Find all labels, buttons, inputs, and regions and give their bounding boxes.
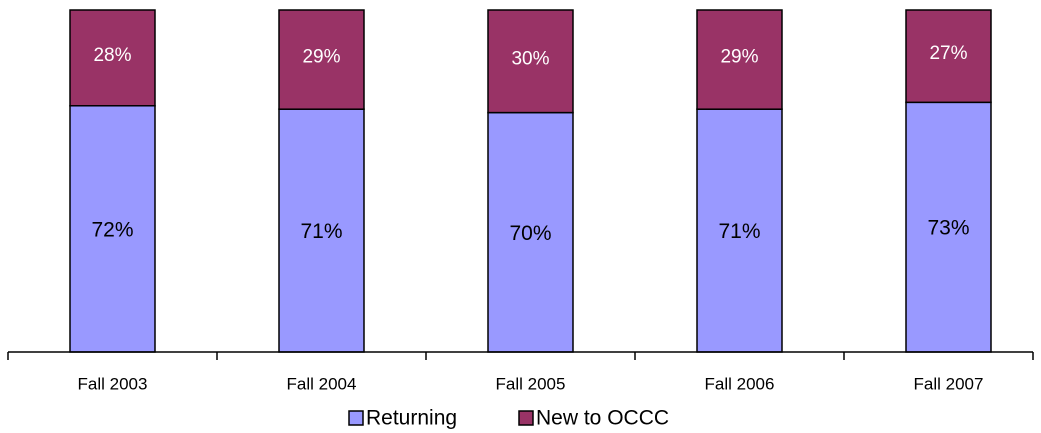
legend-label: Returning xyxy=(366,407,457,430)
data-label: 73% xyxy=(927,217,969,240)
x-tick-label: Fall 2003 xyxy=(78,374,148,393)
data-label: 71% xyxy=(300,220,342,243)
data-label: 30% xyxy=(511,48,549,69)
x-tick-label: Fall 2006 xyxy=(705,374,775,393)
legend-swatch xyxy=(348,410,364,426)
bar-segment xyxy=(905,9,992,104)
bar-segment xyxy=(69,9,156,107)
data-label: 27% xyxy=(929,43,967,64)
bar-segment xyxy=(487,9,574,114)
data-label: 28% xyxy=(93,45,131,66)
x-tick-label: Fall 2005 xyxy=(496,374,566,393)
data-label: 71% xyxy=(718,220,760,243)
x-tick-label: Fall 2007 xyxy=(914,374,984,393)
data-label: 70% xyxy=(509,222,551,245)
data-label: 29% xyxy=(302,47,340,68)
x-tick-label: Fall 2004 xyxy=(287,374,357,393)
bar-segment xyxy=(278,9,365,110)
bar-segment xyxy=(487,111,574,353)
legend-label: New to OCCC xyxy=(536,407,669,430)
bar-segment xyxy=(69,105,156,353)
data-label: 29% xyxy=(720,47,758,68)
legend-swatch xyxy=(518,410,534,426)
bar-segment xyxy=(696,9,783,110)
data-label: 72% xyxy=(91,218,133,241)
